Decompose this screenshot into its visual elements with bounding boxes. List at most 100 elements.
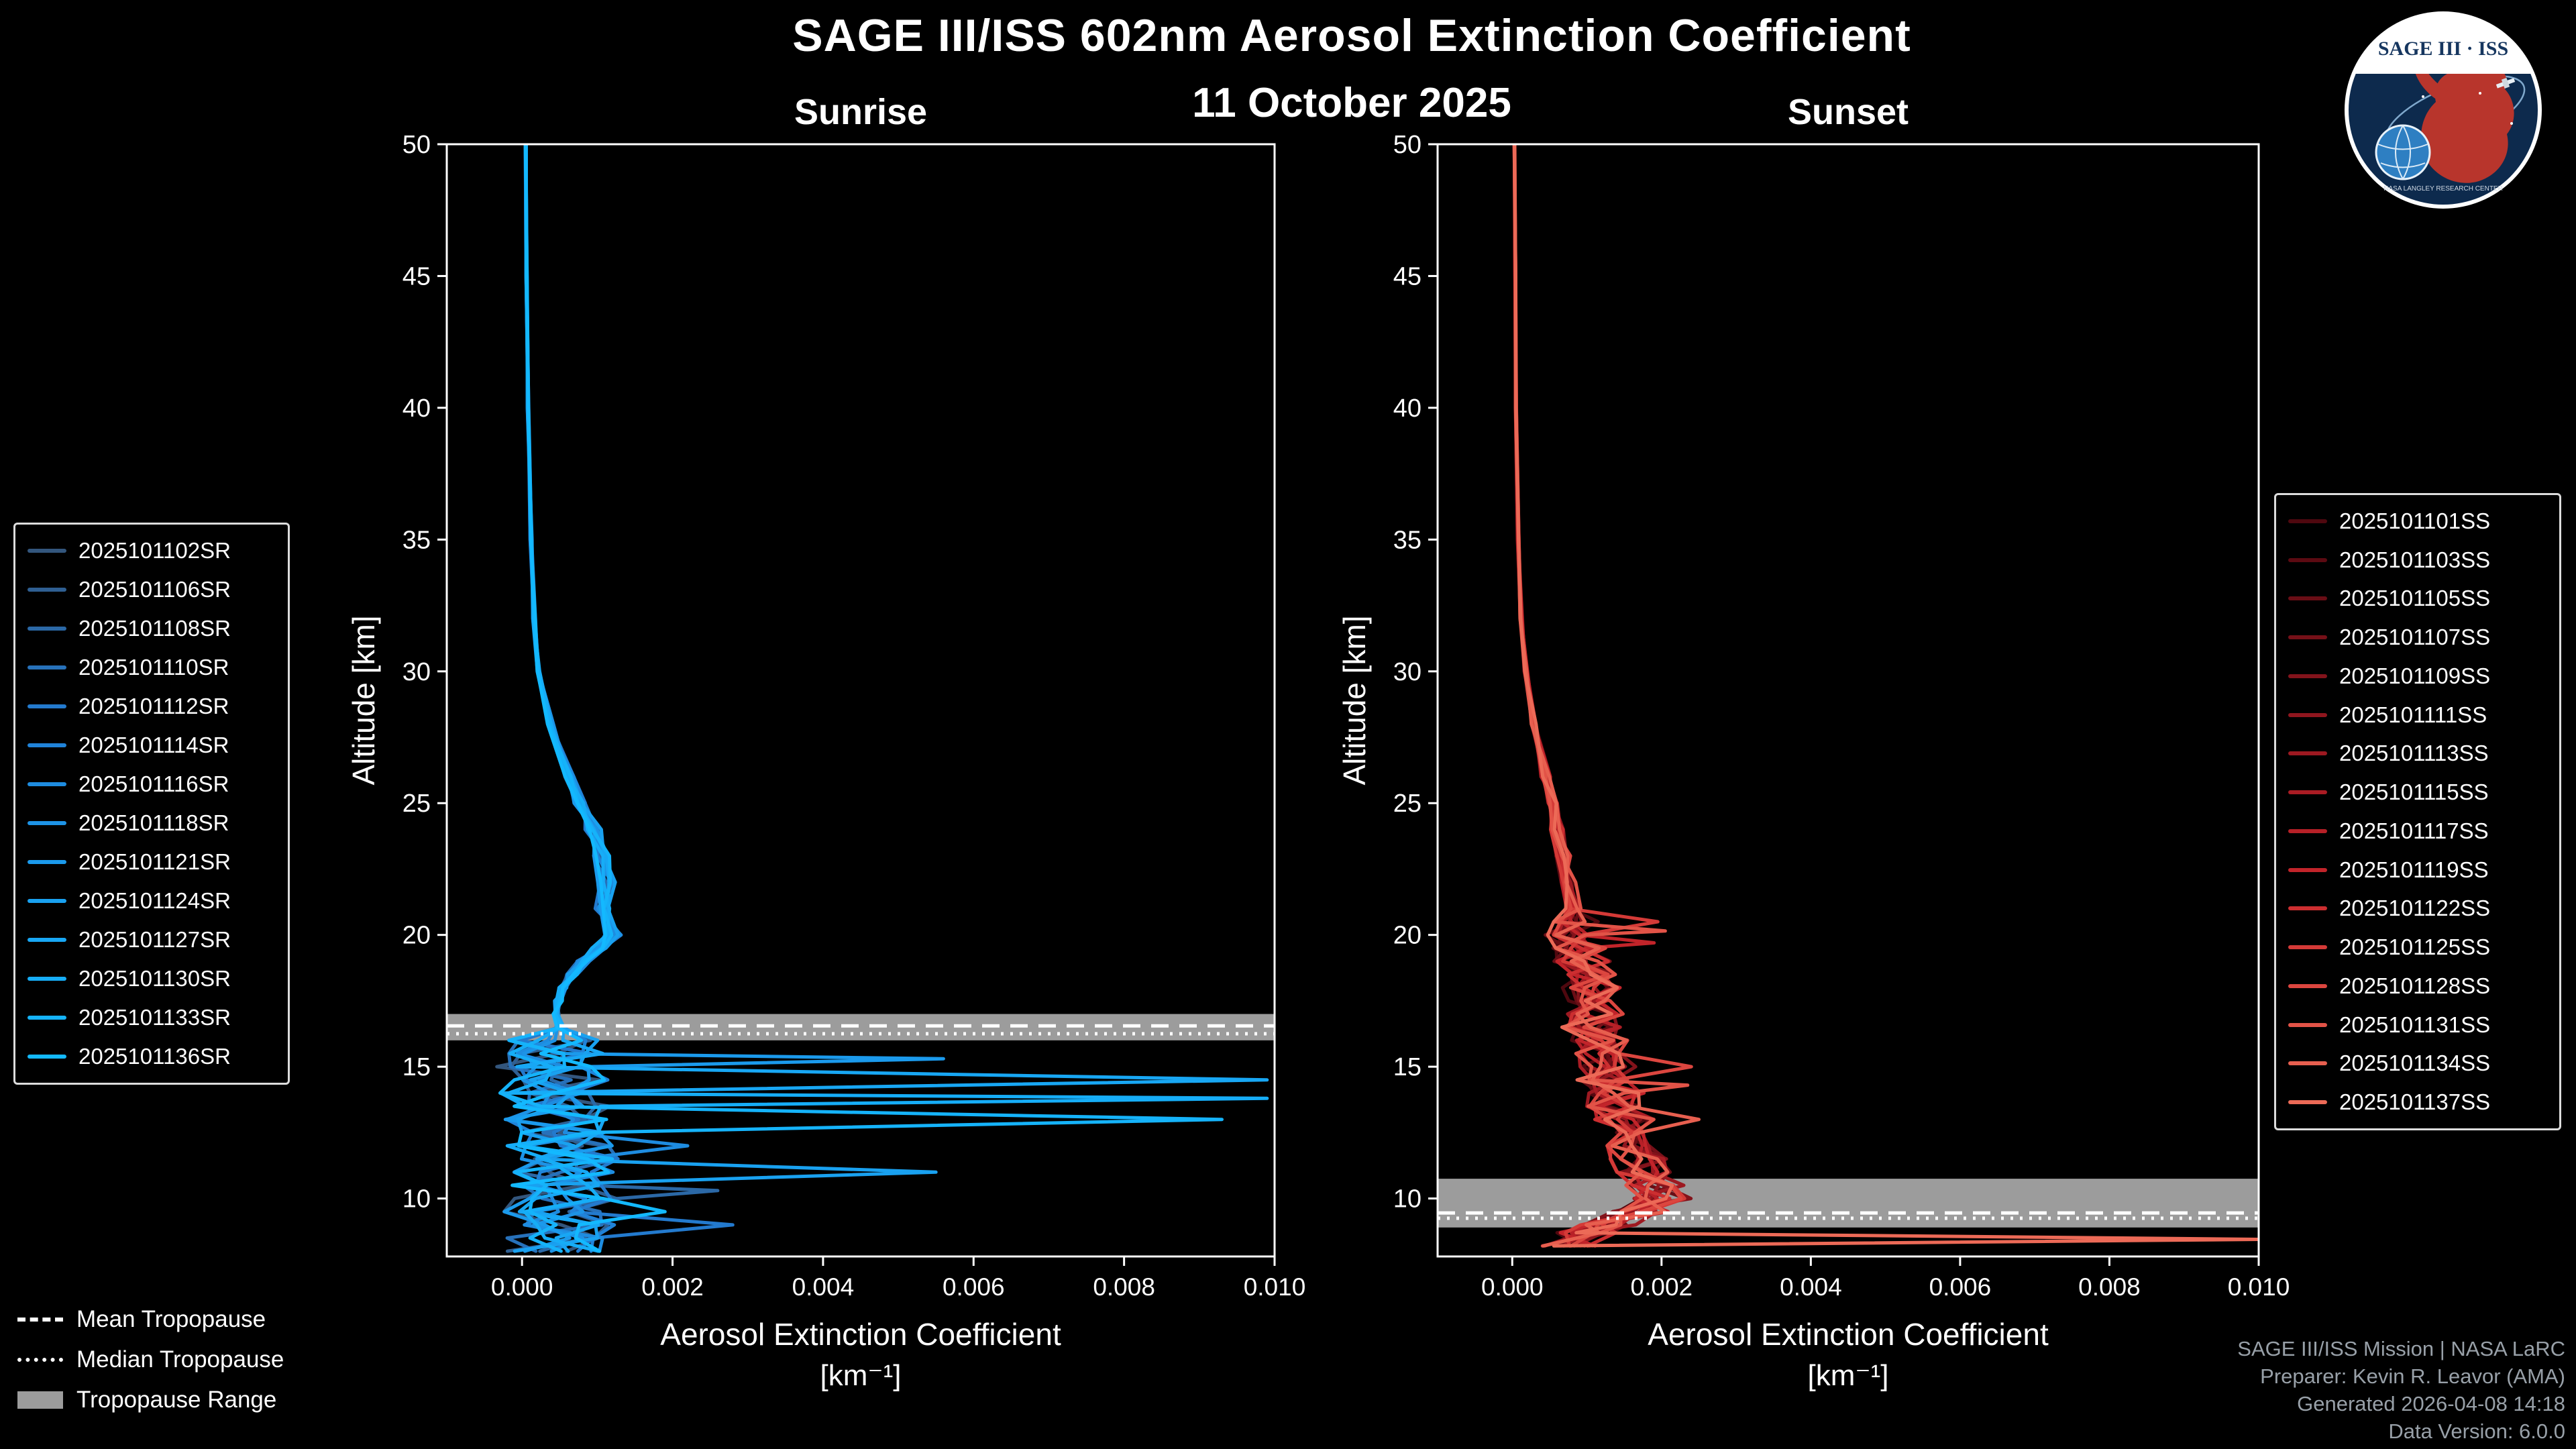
sage-iss-logo: SAGE III · ISS NASA LANGLEY RESEARCH CEN… — [2343, 9, 2544, 211]
legend-line-swatch — [28, 1016, 66, 1020]
mission-credit: SAGE III/ISS Mission | NASA LaRC — [2237, 1337, 2565, 1360]
legend-line-swatch — [28, 743, 66, 747]
y-axis-label: Altitude [km] — [346, 615, 381, 785]
x-tick-label: 0.008 — [1093, 1273, 1155, 1301]
dashed-line-swatch — [17, 1318, 63, 1322]
legend-item: 2025101125SS — [2288, 934, 2547, 960]
legend-line-swatch — [2288, 945, 2327, 950]
legend-label: 2025101125SS — [2339, 934, 2491, 960]
x-tick-label: 0.008 — [2078, 1273, 2141, 1301]
legend-line-swatch — [28, 627, 66, 631]
y-tick-label: 40 — [402, 394, 431, 423]
x-tick-label: 0.010 — [2228, 1273, 2290, 1301]
legend-line-swatch — [28, 938, 66, 942]
legend-label: 2025101131SS — [2339, 1012, 2491, 1037]
legend-item: 2025101105SS — [2288, 586, 2547, 611]
series-2025101133SR — [498, 144, 1224, 1253]
legend-item: 2025101121SR — [28, 849, 276, 875]
y-tick-label: 50 — [402, 131, 431, 159]
figure-date: 11 October 2025 — [1192, 80, 1511, 126]
legend-item: 2025101108SR — [28, 616, 276, 641]
legend-item: 2025101136SR — [28, 1044, 276, 1069]
legend-line-swatch — [28, 665, 66, 669]
dotted-line-swatch — [17, 1358, 63, 1362]
legend-line-swatch — [2288, 712, 2327, 717]
generated-timestamp: Generated 2026-04-08 14:18 — [2297, 1392, 2565, 1415]
legend-label: 2025101121SR — [78, 849, 231, 874]
legend-label: 2025101128SS — [2339, 973, 2491, 998]
legend-line-swatch — [2288, 1061, 2327, 1066]
y-tick-label: 20 — [1393, 922, 1421, 950]
series-2025101131SS — [1513, 144, 1690, 1248]
legend-item: 2025101131SS — [2288, 1012, 2547, 1038]
legend-item: 2025101110SR — [28, 655, 276, 680]
legend-line-swatch — [28, 1055, 66, 1059]
legend-label: 2025101119SS — [2339, 857, 2489, 882]
legend-line-swatch — [28, 899, 66, 903]
x-tick-label: 0.000 — [1481, 1273, 1544, 1301]
median-tropopause-legend-item: Median Tropopause — [17, 1346, 284, 1373]
legend-line-swatch — [2288, 1022, 2327, 1027]
legend-label: 2025101134SS — [2339, 1051, 2491, 1076]
y-tick-label: 10 — [402, 1185, 431, 1214]
logo-org-text: NASA LANGLEY RESEARCH CENTER — [2383, 185, 2503, 193]
y-tick-label: 45 — [1393, 262, 1421, 290]
legend-label: 2025101102SR — [78, 538, 231, 563]
y-tick-label: 25 — [1393, 790, 1421, 818]
legend-label: 2025101136SR — [78, 1044, 231, 1069]
x-tick-label: 0.002 — [1631, 1273, 1693, 1301]
plot-sunset: 0.000 0.002 0.004 0.006 0.008 0.010 10 15 20 25 30… — [1337, 131, 2290, 1392]
credits: SAGE III/ISS Mission | NASA LaRC Prepare… — [2237, 1335, 2565, 1445]
x-tick-label: 0.000 — [491, 1273, 553, 1301]
legend-item: 2025101130SR — [28, 966, 276, 991]
y-tick-label: 25 — [402, 790, 431, 818]
legend-label: 2025101111SS — [2339, 702, 2487, 727]
legend-item: 2025101124SR — [28, 888, 276, 914]
legend-label: 2025101130SR — [78, 966, 231, 991]
legend-item: 2025101102SR — [28, 538, 276, 564]
legend-label: 2025101106SR — [78, 577, 231, 602]
x-tick-label: 0.006 — [943, 1273, 1005, 1301]
legend-line-swatch — [2288, 519, 2327, 523]
legend-label: 2025101122SS — [2339, 896, 2491, 921]
legend-item: 2025101122SS — [2288, 896, 2547, 921]
y-tick-label: 15 — [402, 1053, 431, 1081]
legend-item: 2025101117SS — [2288, 818, 2547, 844]
legend-line-swatch — [2288, 828, 2327, 833]
series-2025101127SR — [499, 144, 1269, 1253]
sunset-legend: 2025101101SS 2025101103SS 2025101105SS 2025… — [2274, 493, 2561, 1130]
legend-item: 2025101109SS — [2288, 663, 2547, 689]
y-tick-label: 50 — [1393, 131, 1421, 159]
x-axis-units: [km⁻¹] — [820, 1359, 902, 1392]
x-tick-label: 0.004 — [792, 1273, 855, 1301]
x-tick-label: 0.006 — [1929, 1273, 1992, 1301]
legend-label: 2025101117SS — [2339, 818, 2489, 843]
legend-label: 2025101116SR — [78, 771, 229, 796]
legend-item: 2025101118SR — [28, 810, 276, 836]
y-tick-label: 30 — [1393, 658, 1421, 686]
legend-line-swatch — [28, 782, 66, 786]
tropopause-range-label: Tropopause Range — [76, 1387, 277, 1413]
legend-item: 2025101119SS — [2288, 857, 2547, 883]
legend-line-swatch — [2288, 751, 2327, 756]
legend-label: 2025101114SR — [78, 733, 229, 757]
legend-label: 2025101101SS — [2339, 508, 2491, 533]
legend-item: 2025101134SS — [2288, 1051, 2547, 1076]
plot-frame — [1436, 143, 2260, 1258]
median-tropopause-label: Median Tropopause — [76, 1346, 284, 1373]
y-tick-label: 40 — [1393, 394, 1421, 423]
iss-satellite-icon — [2496, 78, 2516, 89]
sunset-panel-title: Sunset — [1787, 92, 1909, 132]
x-tick-label: 0.002 — [641, 1273, 704, 1301]
legend-item: 2025101127SR — [28, 927, 276, 953]
plot-frame — [445, 143, 1276, 1258]
legend-line-swatch — [28, 977, 66, 981]
sunrise-legend: 2025101102SR 2025101106SR 2025101108SR 2025… — [13, 523, 290, 1085]
logo-top-band — [2353, 13, 2534, 74]
tropopause-range-band — [1438, 1179, 2259, 1228]
legend-label: 2025101118SR — [78, 810, 229, 835]
legend-line-swatch — [28, 549, 66, 553]
star-dot — [2422, 95, 2424, 98]
